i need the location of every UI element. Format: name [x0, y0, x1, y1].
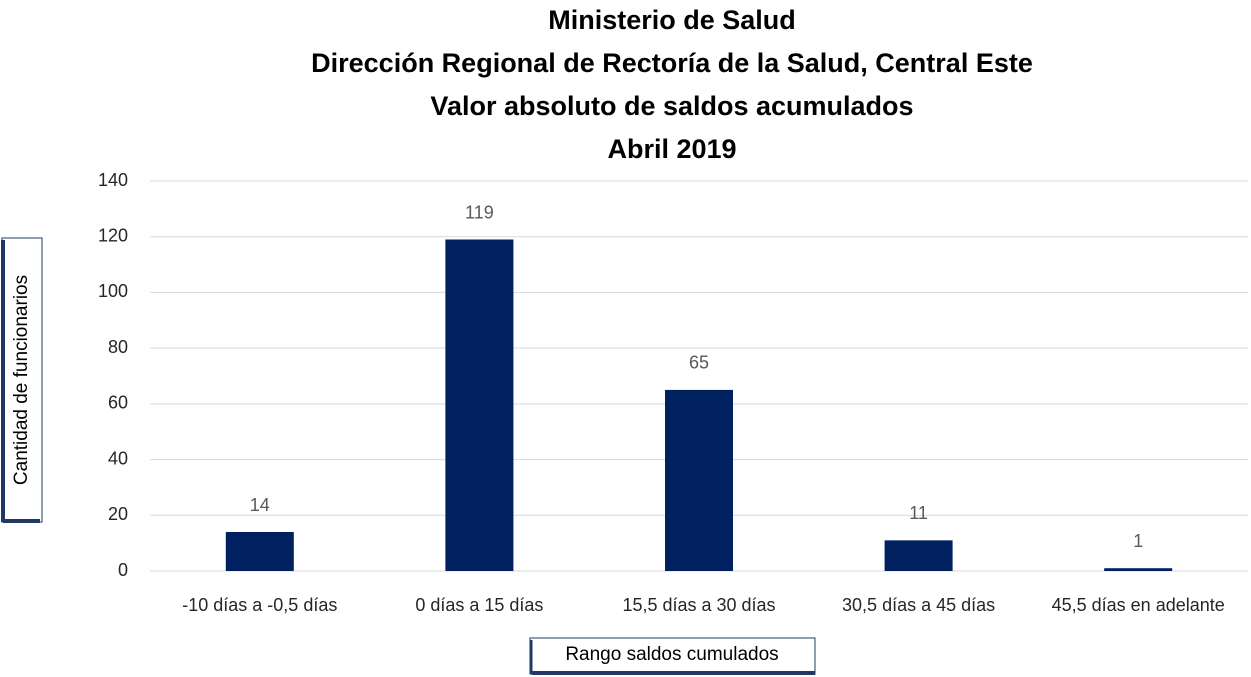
y-label-box	[1, 237, 43, 523]
y-tick-label: 60	[108, 393, 128, 413]
y-tick-label: 20	[108, 504, 128, 524]
y-tick-label: 40	[108, 448, 128, 468]
chart-title: Abril 2019	[607, 134, 736, 164]
y-tick-label: 120	[98, 225, 128, 245]
data-label: 119	[465, 202, 494, 222]
y-axis-label: Cantidad de funcionarios	[11, 275, 32, 485]
bar	[225, 532, 294, 571]
bar	[665, 389, 733, 571]
chart-title: Dirección Regional de Rectoría de la Sal…	[311, 48, 1033, 78]
data-label: 14	[250, 495, 270, 515]
x-tick-label: 15,5 días a 30 días	[622, 595, 775, 615]
bar	[884, 540, 953, 571]
bar	[445, 239, 514, 571]
y-tick-label: 80	[108, 337, 128, 357]
chart-title: Valor absoluto de saldos acumulados	[430, 91, 913, 121]
bar	[1104, 568, 1173, 571]
x-axis-label: Rango saldos cumulados	[565, 644, 778, 665]
data-label: 11	[909, 503, 928, 523]
x-tick-label: 45,5 días en adelante	[1052, 595, 1225, 615]
y-tick-label: 0	[118, 560, 128, 580]
x-tick-label: -10 días a -0,5 días	[182, 595, 337, 615]
y-tick-label: 140	[98, 170, 128, 190]
y-tick-label: 100	[98, 281, 128, 301]
data-label: 1	[1133, 531, 1143, 551]
chart-title: Ministerio de Salud	[548, 5, 796, 35]
x-tick-label: 30,5 días a 45 días	[842, 595, 995, 615]
x-tick-label: 0 días a 15 días	[415, 595, 543, 615]
data-label: 65	[689, 353, 709, 373]
